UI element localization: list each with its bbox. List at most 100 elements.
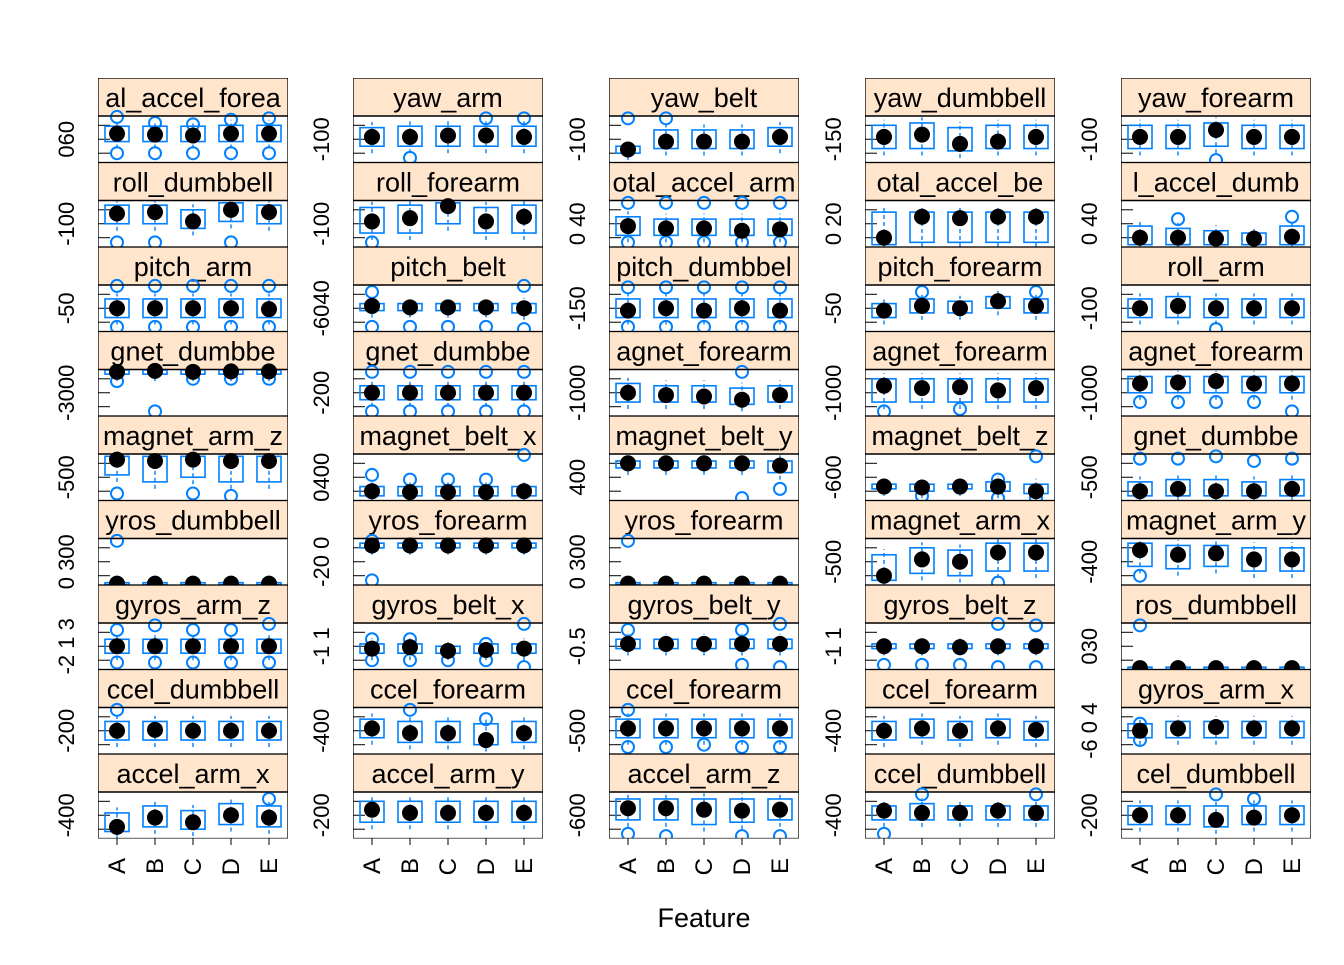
median-point — [109, 818, 125, 835]
box — [218, 720, 244, 741]
median-point — [364, 384, 380, 401]
panel: ccel_dumbbell — [865, 754, 1055, 839]
panel: agnet_forearm — [865, 331, 1055, 416]
box — [1127, 124, 1153, 150]
outlier-point — [1133, 568, 1147, 583]
box — [985, 718, 1011, 739]
panel-strip-label: accel_arm_x — [116, 759, 270, 789]
panel-frame — [1121, 537, 1311, 585]
outlier-point — [365, 319, 379, 332]
panel-strip-label: accel_arm_y — [371, 759, 525, 789]
panel-strip — [865, 754, 1055, 793]
panel-frame — [1121, 115, 1311, 163]
y-tick-label: 0 300 — [565, 534, 590, 589]
box — [511, 800, 537, 824]
box — [1023, 542, 1049, 572]
outlier-point — [773, 829, 787, 839]
box — [1165, 544, 1191, 570]
median-point — [261, 809, 277, 826]
median-point — [1028, 721, 1044, 738]
panel-frame — [98, 199, 288, 247]
median-point — [478, 484, 494, 501]
panel-strip — [353, 331, 543, 371]
y-tick-label: 0 40 — [1077, 202, 1102, 245]
outlier-point — [621, 195, 635, 210]
median-point — [734, 635, 750, 652]
median-point — [990, 544, 1006, 561]
y-tick-label: -200 — [309, 793, 334, 837]
panel: otal_accel_arm — [609, 162, 799, 247]
median-point — [261, 722, 277, 739]
outlier-point — [735, 829, 749, 839]
panel-frame — [98, 284, 288, 332]
y-tick-label: 0 20 — [821, 202, 846, 245]
box — [729, 798, 755, 824]
x-tick-label: D — [729, 858, 756, 875]
outlier-point — [953, 657, 967, 670]
median-point — [620, 800, 636, 817]
median-point — [185, 363, 201, 380]
panel-strip-label: l_accel_dumb — [1133, 168, 1300, 198]
panel-strip — [609, 247, 799, 286]
median-point — [516, 725, 532, 742]
panel-strip-label: pitch_belt — [390, 252, 506, 282]
median-point — [1246, 300, 1262, 317]
x-tick-label: C — [435, 858, 462, 875]
panel-strip-label: ccel_dumbbell — [874, 759, 1047, 789]
y-tick-label: -100 — [1077, 117, 1102, 161]
median-point — [402, 384, 418, 401]
x-tick-label: A — [871, 858, 898, 874]
outlier-point — [365, 284, 379, 299]
box — [142, 805, 168, 828]
median-point — [402, 210, 418, 227]
median-point — [658, 387, 674, 404]
box — [256, 298, 282, 319]
median-point — [261, 638, 277, 655]
panel-strip-label: yaw_dumbbell — [874, 83, 1047, 113]
box — [653, 798, 679, 821]
panel-strip-label: yaw_arm — [393, 83, 503, 113]
median-point — [696, 220, 712, 237]
outlier-point — [262, 319, 276, 332]
box — [435, 125, 461, 148]
panel-strip-label: pitch_dumbbel — [616, 252, 792, 282]
panel-strip-label: yaw_forearm — [1138, 83, 1294, 113]
median-point — [478, 299, 494, 316]
median-point — [109, 363, 125, 380]
outlier-point — [441, 404, 455, 416]
outlier-point — [1209, 787, 1223, 802]
outlier-point — [621, 235, 635, 247]
panel-strip-label: yros_forearm — [368, 506, 527, 536]
outlier-point — [224, 319, 238, 332]
median-point — [914, 126, 930, 143]
box — [218, 298, 244, 319]
median-point — [1170, 480, 1186, 497]
panel-frame — [1121, 284, 1311, 332]
y-tick-label: 0 300 — [54, 534, 79, 589]
median-point — [1208, 483, 1224, 500]
y-tick-label: -150 — [565, 286, 590, 330]
panel: gyros_belt_x — [353, 585, 543, 670]
outlier-point — [659, 280, 673, 295]
median-point — [1284, 807, 1300, 824]
panel-strip-label: agnet_forearm — [1128, 337, 1304, 367]
box — [947, 549, 973, 577]
median-point — [364, 640, 380, 657]
median-point — [620, 141, 636, 158]
y-tick-label: -200 — [309, 371, 334, 415]
outlier-point — [1209, 322, 1223, 332]
panel-frame — [609, 706, 799, 754]
outlier-point — [148, 404, 162, 416]
panel-column: al_accel_forea 060 roll_dumbbell -100 pitch_… — [54, 78, 288, 875]
median-point — [440, 804, 456, 821]
panel-strip-label: ccel_forearm — [626, 675, 782, 705]
panel-strip-label: magnet_arm_x — [870, 506, 1051, 536]
median-point — [364, 537, 380, 554]
y-tick-label: 0 40 — [565, 202, 590, 245]
median-point — [147, 204, 163, 221]
median-point — [1132, 483, 1148, 500]
panel-strip-label: roll_forearm — [376, 168, 520, 198]
box — [104, 204, 130, 225]
x-tick-label: D — [985, 858, 1012, 875]
median-point — [734, 575, 750, 585]
